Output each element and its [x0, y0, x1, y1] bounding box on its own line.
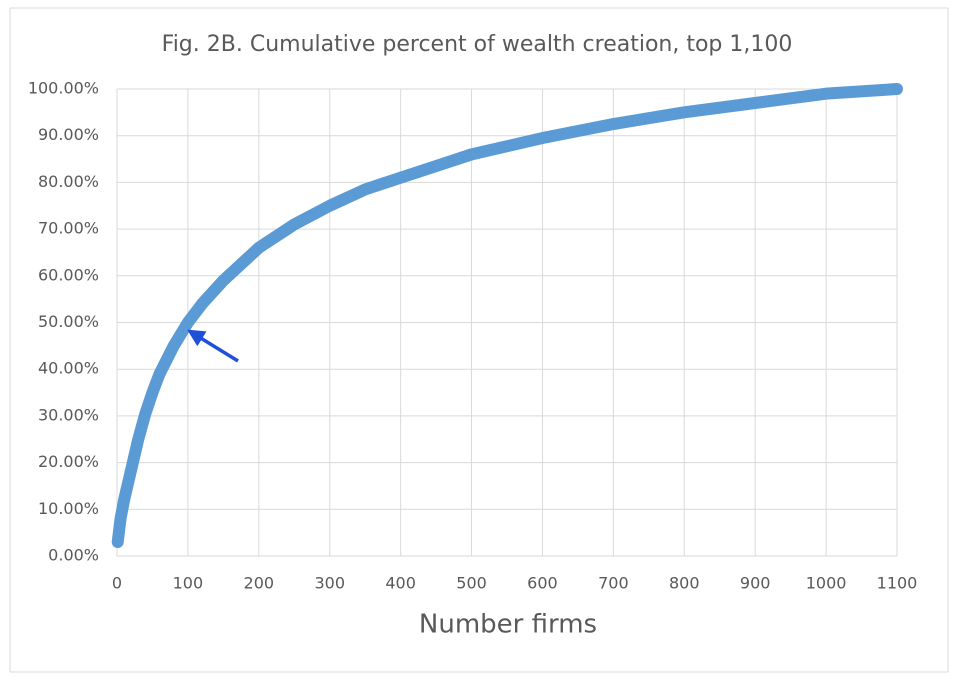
y-tick-label: 10.00% — [38, 499, 99, 518]
y-tick-label: 30.00% — [38, 405, 99, 424]
x-axis-label: Number firms — [419, 610, 597, 640]
x-tick-label: 500 — [456, 574, 487, 593]
x-tick-label: 0 — [112, 574, 122, 593]
y-tick-label: 20.00% — [38, 452, 99, 471]
x-tick-label: 900 — [740, 574, 771, 593]
annotation-arrow — [187, 329, 239, 363]
data-line — [111, 83, 903, 548]
y-tick-label: 90.00% — [38, 125, 99, 144]
x-tick-label: 300 — [314, 574, 345, 593]
y-tick-label: 0.00% — [48, 546, 99, 565]
y-tick-label: 100.00% — [28, 79, 99, 98]
y-tick-label: 60.00% — [38, 265, 99, 284]
y-tick-label: 40.00% — [38, 359, 99, 378]
x-tick-label: 400 — [385, 574, 416, 593]
x-tick-label: 1100 — [877, 574, 918, 593]
y-tick-label: 70.00% — [38, 219, 99, 238]
x-tick-label: 700 — [598, 574, 629, 593]
grid: 0.00% 10.00% 20.00% 30.00% 40.00% 50.00% 60.00… — [28, 79, 918, 593]
chart-title: Fig. 2B. Cumulative percent of wealth cr… — [162, 32, 793, 57]
marks — [111, 83, 903, 548]
x-tick-label: 100 — [173, 574, 204, 593]
x-tick-label: 1000 — [806, 574, 847, 593]
y-tick-label: 80.00% — [38, 172, 99, 191]
chart-border — [9, 7, 949, 673]
x-tick-label: 600 — [527, 574, 558, 593]
x-tick-label: 800 — [669, 574, 700, 593]
x-tick-label: 200 — [244, 574, 275, 593]
y-tick-label: 50.00% — [38, 312, 99, 331]
